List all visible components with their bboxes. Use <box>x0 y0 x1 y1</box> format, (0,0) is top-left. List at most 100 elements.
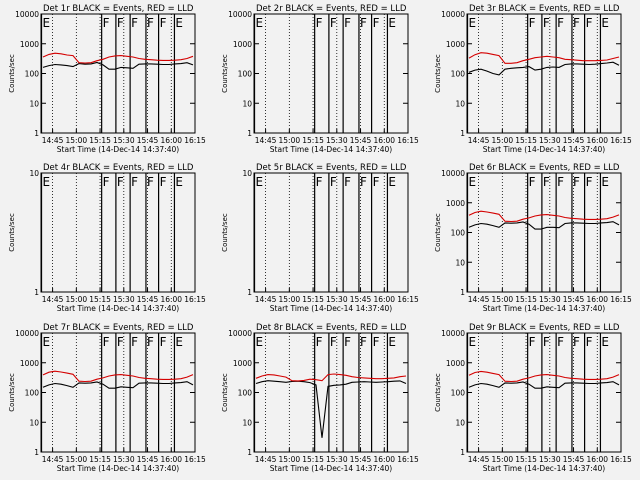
y-tick-label: 1000 <box>446 199 465 208</box>
event-marker-label: E <box>469 16 477 30</box>
event-marker-label: F <box>543 16 550 30</box>
y-axis-title: Counts/sec <box>434 213 442 252</box>
x-tick-label: 14:45 <box>42 455 64 464</box>
x-tick-label: 15:30 <box>326 136 348 145</box>
y-tick-label: 10000 <box>441 169 465 178</box>
y-tick-label: 1 <box>460 288 465 297</box>
event-marker-label: F <box>131 175 138 189</box>
event-marker-label: F <box>373 335 380 349</box>
y-tick-label: 10000 <box>441 329 465 338</box>
x-tick-label: 15:15 <box>302 295 324 304</box>
event-marker-label: F <box>586 175 593 189</box>
x-tick-label: 15:15 <box>89 455 111 464</box>
event-marker-label: F <box>543 175 550 189</box>
x-tick-label: 14:45 <box>42 136 64 145</box>
x-tick-label: 16:00 <box>373 455 395 464</box>
x-tick-label: 16:00 <box>160 455 182 464</box>
x-tick-label: 15:45 <box>137 455 159 464</box>
x-tick-label: 16:15 <box>397 455 419 464</box>
y-tick-label: 10 <box>455 418 465 427</box>
event-marker-label: E <box>388 175 396 189</box>
y-tick-label: 1 <box>34 288 39 297</box>
x-tick-label: 15:45 <box>563 295 585 304</box>
x-axis-title: Start Time (14-Dec-14 14:37:40) <box>57 464 179 473</box>
x-tick-label: 15:00 <box>279 136 301 145</box>
x-axis-title: Start Time (14-Dec-14 14:37:40) <box>270 464 392 473</box>
event-marker-label: E <box>601 16 609 30</box>
plot-frame <box>466 13 622 134</box>
x-tick-label: 14:45 <box>255 136 277 145</box>
x-axis-title: Start Time (14-Dec-14 14:37:40) <box>483 304 605 313</box>
lld-series-line <box>468 370 620 383</box>
lld-series-line <box>468 52 620 64</box>
event-marker-label: F <box>160 335 167 349</box>
plot-frame <box>253 172 409 293</box>
event-marker-label: E <box>43 335 51 349</box>
lld-series-line <box>255 373 407 382</box>
panel-title: Det 8r BLACK = Events, RED = LLD <box>256 323 407 333</box>
x-axis-title: Start Time (14-Dec-14 14:37:40) <box>57 304 179 313</box>
y-axis-title: Counts/sec <box>8 54 16 93</box>
panel-title: Det 5r BLACK = Events, RED = LLD <box>256 163 407 173</box>
x-axis-title: Start Time (14-Dec-14 14:37:40) <box>270 145 392 154</box>
event-marker-label: F <box>131 335 138 349</box>
event-marker-label: E <box>256 335 264 349</box>
event-marker-label: F <box>344 16 351 30</box>
x-tick-label: 14:45 <box>42 295 64 304</box>
event-marker-label: E <box>43 175 51 189</box>
x-tick-label: 15:30 <box>113 136 135 145</box>
x-tick-label: 15:15 <box>89 295 111 304</box>
y-tick-label: 10 <box>29 418 39 427</box>
x-tick-label: 15:30 <box>539 136 561 145</box>
y-tick-label: 1000 <box>233 359 252 368</box>
y-tick-label: 1 <box>247 448 252 457</box>
event-marker-label: E <box>175 16 183 30</box>
x-axis-title: Start Time (14-Dec-14 14:37:40) <box>483 464 605 473</box>
event-marker-label: F <box>373 16 380 30</box>
y-axis-title: Counts/sec <box>221 213 229 252</box>
panel-title: Det 9r BLACK = Events, RED = LLD <box>469 323 620 333</box>
x-tick-label: 15:15 <box>515 136 537 145</box>
y-tick-label: 10 <box>29 99 39 108</box>
event-marker-label: F <box>147 175 154 189</box>
x-tick-label: 15:45 <box>563 455 585 464</box>
x-axis-title: Start Time (14-Dec-14 14:37:40) <box>483 145 605 154</box>
x-tick-label: 16:00 <box>373 295 395 304</box>
y-axis-title: Counts/sec <box>434 373 442 412</box>
y-tick-label: 1000 <box>446 359 465 368</box>
x-tick-label: 15:30 <box>113 455 135 464</box>
event-marker-label: E <box>469 335 477 349</box>
event-marker-label: F <box>573 335 580 349</box>
event-marker-label: F <box>160 175 167 189</box>
y-tick-label: 10 <box>455 99 465 108</box>
event-marker-label: F <box>147 335 154 349</box>
x-tick-label: 15:30 <box>539 295 561 304</box>
events-series-line <box>255 380 407 438</box>
y-tick-label: 10000 <box>15 10 39 19</box>
y-tick-label: 1000 <box>233 40 252 49</box>
x-tick-label: 15:00 <box>66 136 88 145</box>
x-axis-title: Start Time (14-Dec-14 14:37:40) <box>270 304 392 313</box>
y-tick-label: 10000 <box>228 329 252 338</box>
x-tick-label: 16:00 <box>586 295 608 304</box>
plot-frame <box>253 13 409 134</box>
event-marker-label: F <box>557 175 564 189</box>
event-marker-label: F <box>373 175 380 189</box>
event-marker-label: E <box>256 175 264 189</box>
y-tick-label: 1000 <box>446 40 465 49</box>
x-tick-label: 14:45 <box>468 136 490 145</box>
event-marker-label: F <box>529 335 536 349</box>
event-marker-label: F <box>557 16 564 30</box>
event-marker-label: F <box>586 335 593 349</box>
y-tick-label: 10000 <box>228 10 252 19</box>
event-marker-label: F <box>316 335 323 349</box>
event-marker-label: F <box>330 335 337 349</box>
x-tick-label: 15:45 <box>350 295 372 304</box>
y-tick-label: 10 <box>455 258 465 267</box>
event-marker-label: E <box>43 16 51 30</box>
